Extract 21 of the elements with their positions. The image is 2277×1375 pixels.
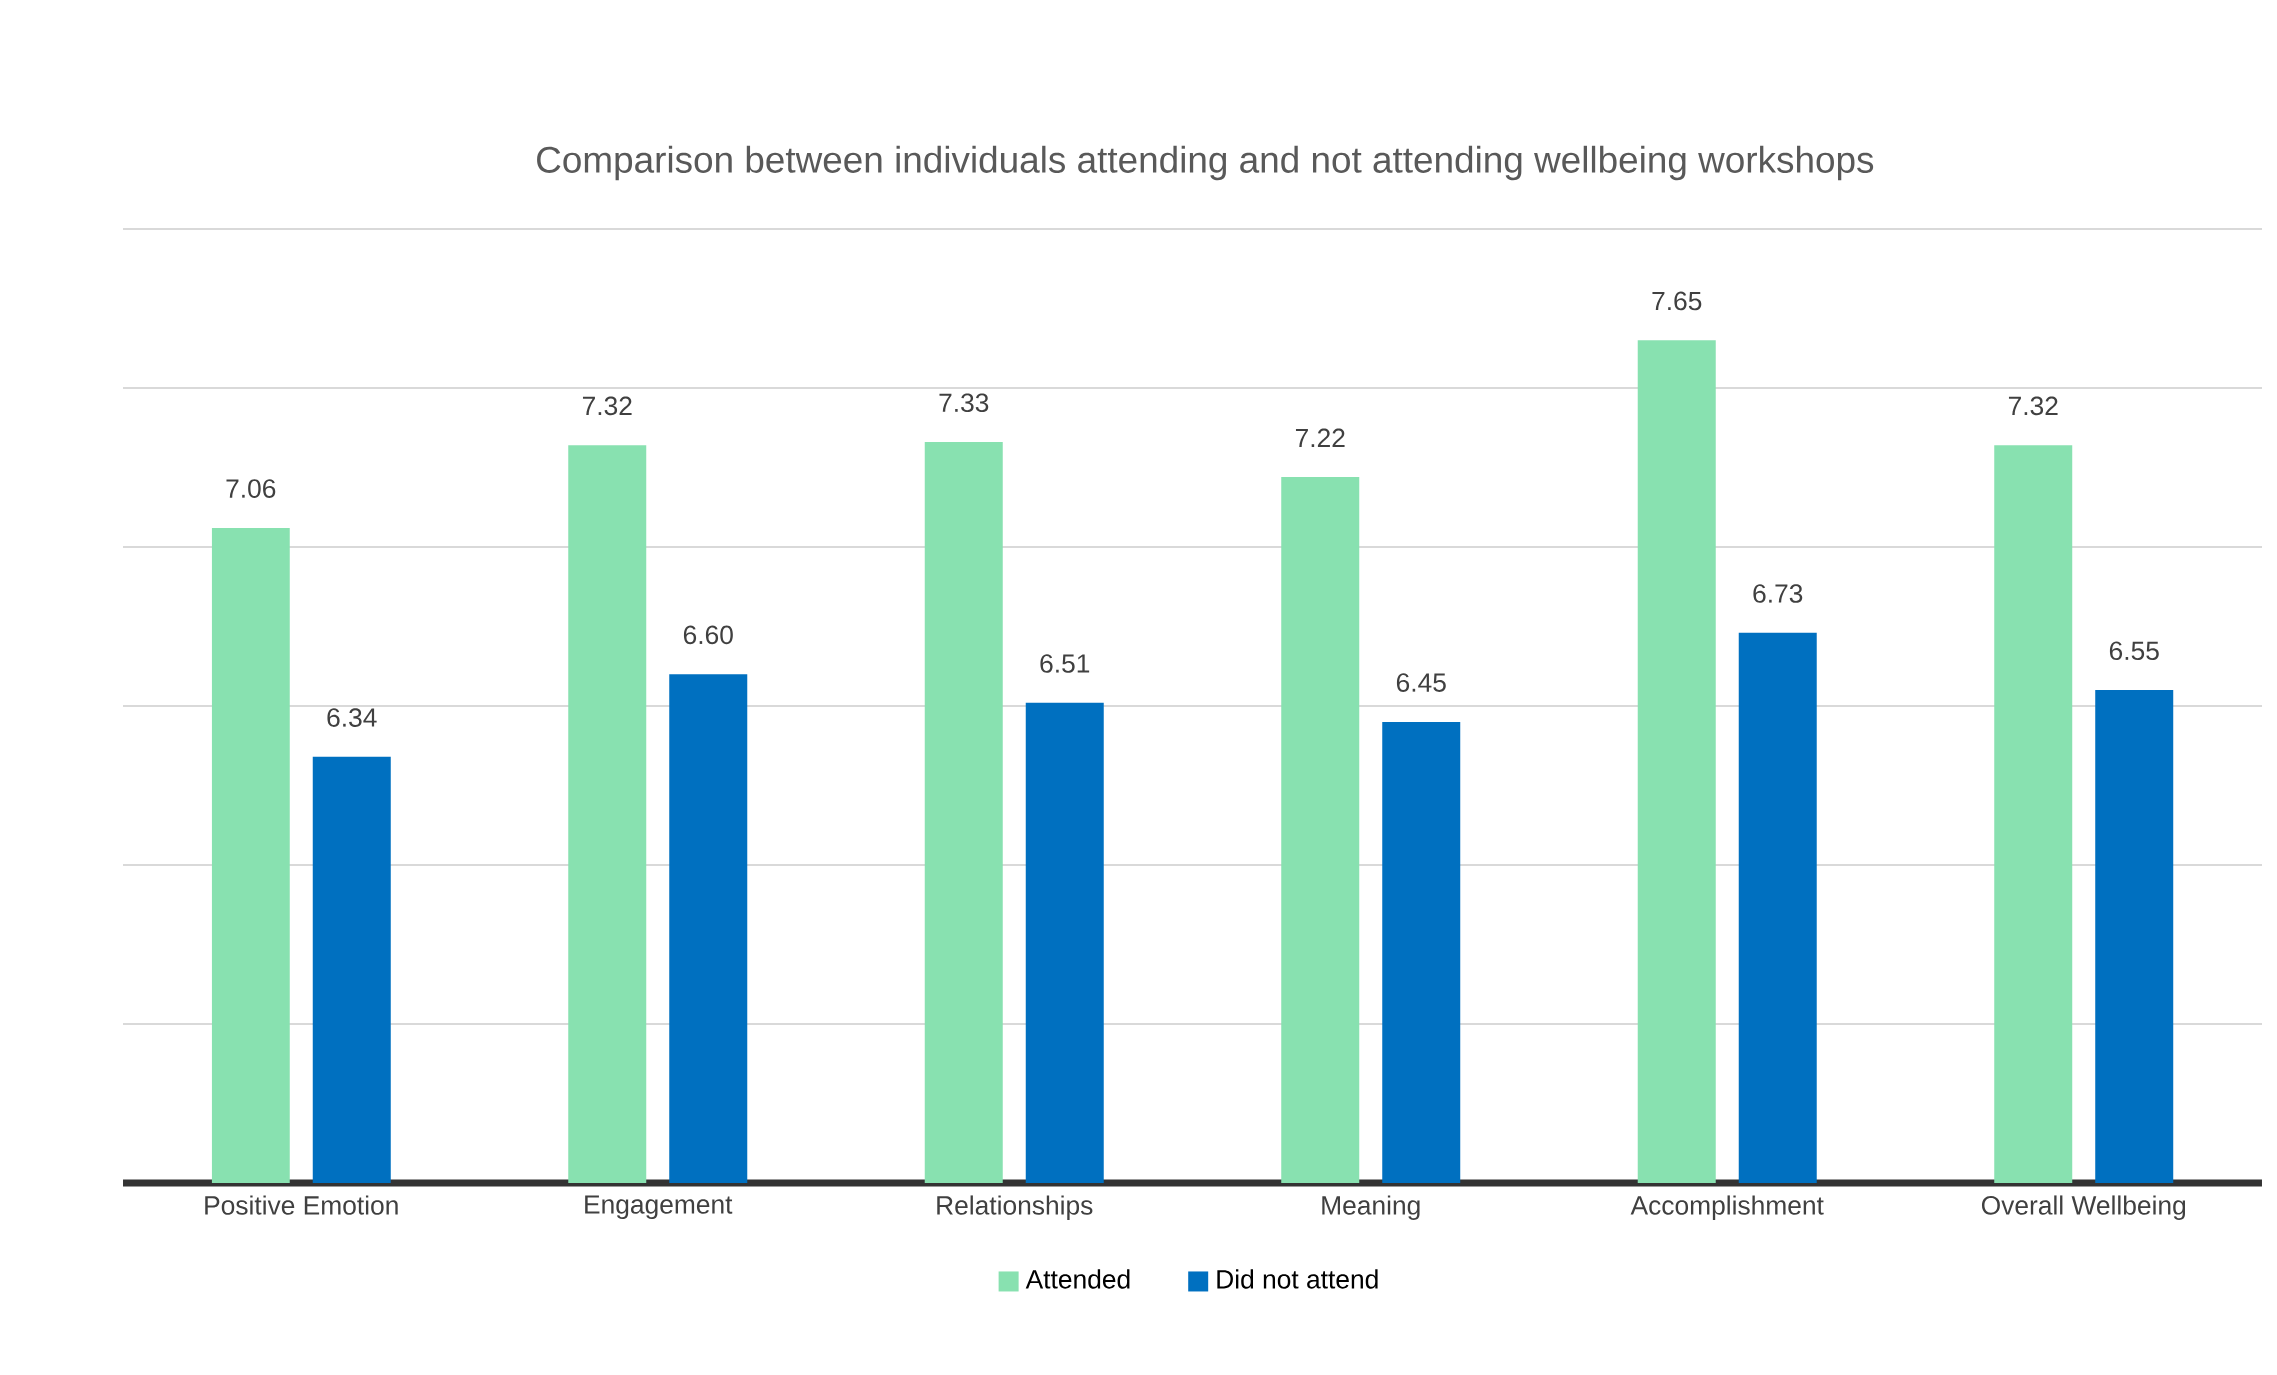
legend-label: Attended xyxy=(1025,1269,1130,1289)
data-label: 6.60 xyxy=(683,625,733,645)
data-label: 7.22 xyxy=(1295,428,1345,448)
chart-title: Comparison between individuals attending and not attending wellbeing workshops xyxy=(537,145,1874,181)
data-label: 6.34 xyxy=(327,708,377,727)
data-label: 7.32 xyxy=(582,396,632,416)
data-label: 7.06 xyxy=(226,479,276,498)
x-tick-label: Overall Wellbeing xyxy=(1981,1195,2186,1220)
x-tick-label: Accomplishment xyxy=(1630,1195,1824,1220)
data-label: 6.51 xyxy=(1040,654,1090,673)
data-label: 7.33 xyxy=(939,393,989,413)
data-label: 6.73 xyxy=(1753,584,1803,603)
data-label: 7.32 xyxy=(2008,396,2058,416)
x-tick-label: Positive Emotion xyxy=(205,1195,398,1215)
x-tick-label: Engagement xyxy=(585,1195,733,1219)
x-tick-label: Relationships xyxy=(937,1195,1093,1220)
data-label: 7.65 xyxy=(1652,291,1702,311)
data-label: 6.45 xyxy=(1396,673,1446,692)
legend-label: Did not attend xyxy=(1217,1269,1378,1289)
x-tick-label: Meaning xyxy=(1322,1195,1420,1220)
data-label: 6.55 xyxy=(2109,641,2159,661)
